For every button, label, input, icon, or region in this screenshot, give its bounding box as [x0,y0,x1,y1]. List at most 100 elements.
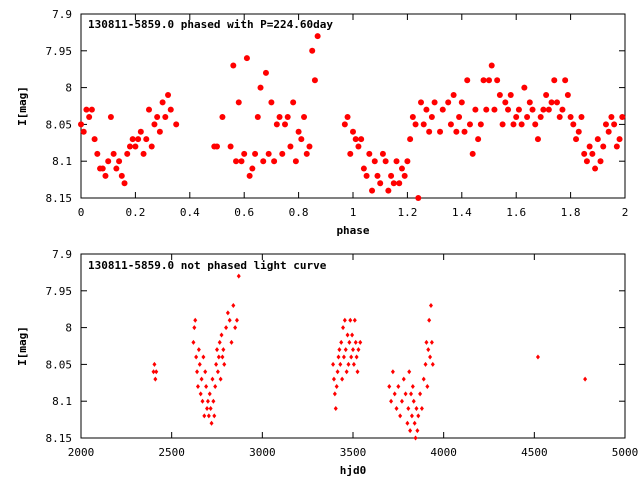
x-tick-label: 0 [78,206,85,219]
data-point [215,369,220,375]
data-point [350,128,356,135]
data-point [613,143,620,150]
data-point [216,354,221,360]
data-point [227,143,234,150]
data-point [192,325,197,331]
data-point [513,114,520,121]
data-point [532,121,539,128]
data-point [211,398,216,404]
data-point [427,317,432,323]
data-point [213,383,218,389]
data-point [611,121,618,128]
y-tick-label: 8.15 [46,432,73,445]
data-point [203,369,208,375]
data-point [385,187,392,194]
data-point [154,369,159,375]
data-point [390,369,395,375]
data-point [156,128,163,135]
data-point [507,91,514,98]
data-point [212,413,217,419]
data-point [477,121,484,128]
data-point [354,354,359,360]
data-point [583,158,590,165]
data-point [347,339,352,345]
data-point [496,91,503,98]
data-point [107,114,114,121]
data-point [153,376,158,382]
data-point [230,62,237,69]
data-point [543,91,550,98]
data-point [347,150,354,157]
data-point [225,310,230,316]
data-point [222,361,227,367]
data-point [425,383,430,389]
data-point [350,332,355,338]
data-point [314,33,321,40]
data-point [126,143,133,150]
data-point [355,369,360,375]
data-point [352,317,357,323]
data-point [413,435,418,441]
data-point [146,106,152,113]
data-point [469,150,476,157]
data-point [369,187,376,194]
data-point [403,391,408,397]
data-point [594,136,601,143]
data-point [233,158,240,165]
data-point [231,303,236,309]
x-tick-label: 3500 [340,446,367,459]
data-point [423,106,430,113]
data-point [220,354,225,360]
data-point [290,99,297,106]
data-point [353,339,358,345]
x-tick-label: 2000 [68,446,95,459]
data-point [382,158,389,165]
data-point [204,383,209,389]
data-point [363,172,370,179]
data-point [154,114,161,121]
data-point [410,383,415,389]
data-point [575,128,582,135]
data-point [394,406,399,412]
data-point [279,150,286,157]
x-tick-label: 1.2 [397,206,417,219]
phased-light-curve-panel: 0 0.2 0.4 0.6 0.8 1 1.2 1.4 1.6 1.8 2 7.9 7.95 8 8.05 8… [16,8,628,237]
data-point [118,172,125,179]
data-point [526,99,533,106]
data-point [214,361,219,367]
data-point [411,398,416,404]
data-point [551,77,558,84]
data-point [273,121,280,128]
data-point [268,99,275,106]
data-point [218,376,223,382]
data-point [340,376,345,382]
data-point [505,106,512,113]
data-point [409,413,414,419]
data-point [388,172,395,179]
data-point [420,121,427,128]
x-tick-label: 2 [622,206,629,219]
data-point [421,376,426,382]
data-point [562,77,569,84]
data-point [399,398,404,404]
data-point [271,158,278,165]
data-point [393,158,400,165]
data-point [461,128,468,135]
data-point [429,339,434,345]
data-point [548,99,555,106]
data-point [447,121,454,128]
data-point [167,106,174,113]
data-point [331,376,336,382]
data-point [235,99,242,106]
data-point [466,121,473,128]
data-point [428,114,435,121]
data-point [389,398,394,404]
data-point [472,106,479,113]
data-point [301,114,308,121]
y-tick-label: 8.15 [46,192,73,205]
x-tick-label: 5000 [612,446,639,459]
data-point [173,121,180,128]
data-point [450,91,457,98]
data-point [605,128,612,135]
